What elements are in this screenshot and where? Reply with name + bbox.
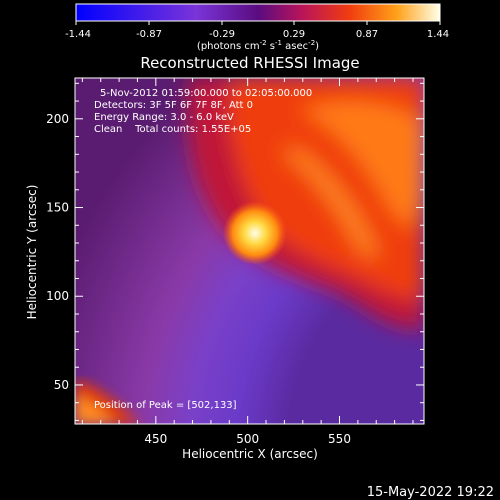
colorbar	[75, 3, 441, 22]
plot-frame	[74, 77, 425, 425]
colorbar-tick-label: 0.87	[356, 29, 378, 40]
timestamp: 15-May-2022 19:22	[367, 485, 494, 500]
colorbar-ticks	[75, 21, 441, 25]
x-axis-label: Heliocentric X (arcsec)	[182, 447, 318, 461]
chart-title: Reconstructed RHESSI Image	[140, 54, 359, 72]
colorbar-tick-label: 0.29	[283, 29, 305, 40]
x-axis: 450 500 550	[81, 78, 414, 446]
y-tick-label: 100	[46, 289, 69, 303]
annotation-clean: Clean Total counts: 1.55E+05	[94, 124, 251, 135]
colorbar-tick-label: -0.29	[209, 29, 235, 40]
annotation-detectors: Detectors: 3F 5F 6F 7F 8F, Att 0	[94, 100, 253, 111]
annotation-time-range: 5-Nov-2012 01:59:00.000 to 02:05:00.000	[100, 88, 312, 99]
colorbar-tick-label: 1.44	[427, 29, 449, 40]
x-tick-label: 500	[236, 432, 259, 446]
y-axis: 50 100 150 200	[46, 82, 424, 421]
x-tick-label: 550	[328, 432, 351, 446]
colorbar-tick-labels: -1.44 -0.87 -0.29 0.29 0.87 1.44	[65, 29, 449, 40]
colorbar-tick-label: -0.87	[136, 29, 162, 40]
y-tick-label: 150	[46, 201, 69, 215]
annotation-energy: Energy Range: 3.0 - 6.0 keV	[94, 112, 234, 123]
annotation-block: 5-Nov-2012 01:59:00.000 to 02:05:00.000 …	[94, 88, 312, 411]
annotation-peak: Position of Peak = [502,133]	[94, 400, 237, 411]
y-axis-label: Heliocentric Y (arcsec)	[25, 185, 39, 320]
colorbar-tick-label: -1.44	[65, 29, 91, 40]
heatmap-image	[75, 78, 424, 424]
colorbar-units: (photons cm-2 s-1 asec-2)	[197, 39, 319, 52]
x-tick-label: 450	[144, 432, 167, 446]
y-tick-label: 50	[54, 378, 69, 392]
y-tick-label: 200	[46, 112, 69, 126]
